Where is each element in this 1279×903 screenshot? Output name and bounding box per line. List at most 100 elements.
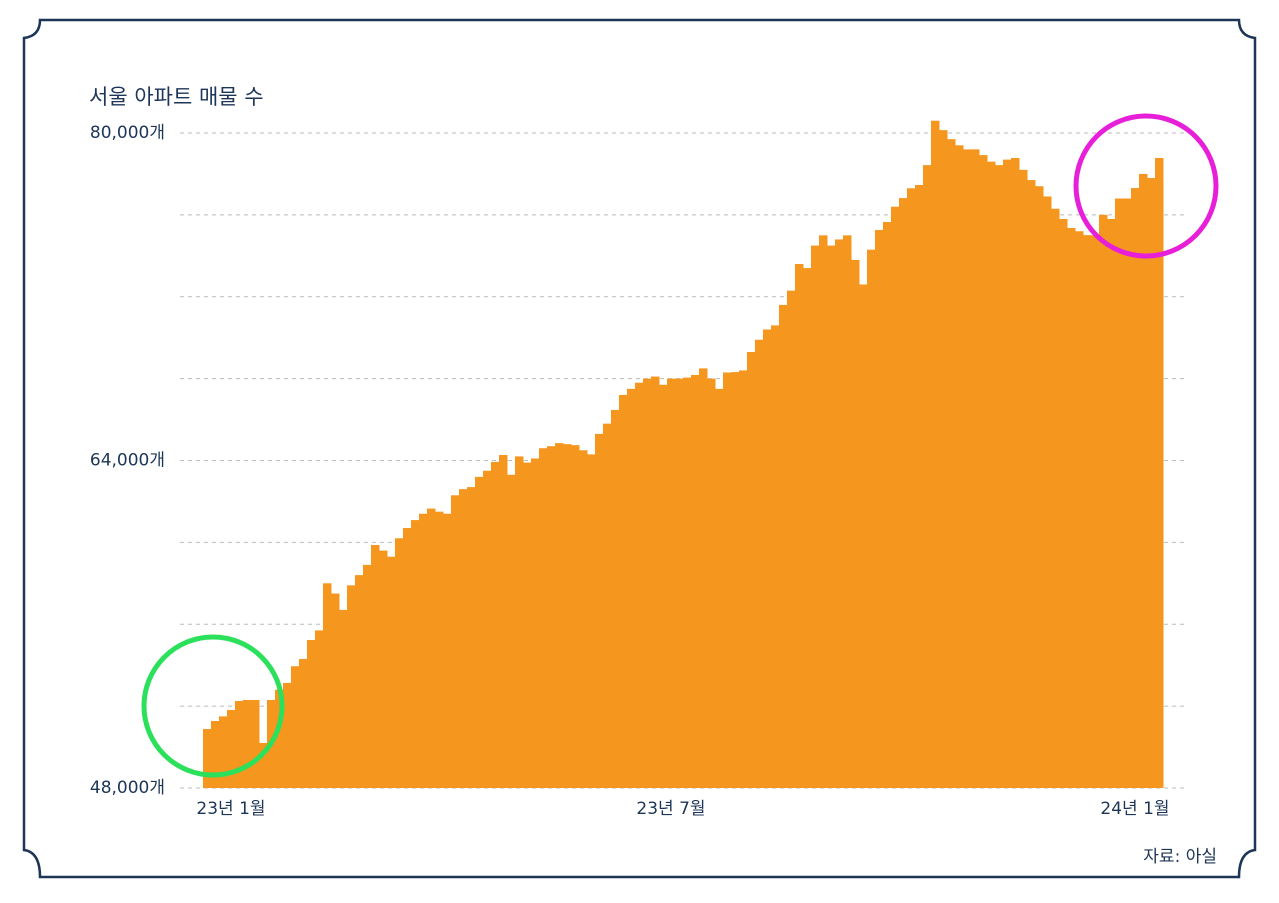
bar [1147, 178, 1156, 788]
bar [827, 245, 836, 788]
bar [451, 495, 460, 788]
bar [707, 378, 716, 788]
bar [1139, 173, 1148, 788]
bar [371, 545, 380, 788]
bar [363, 564, 372, 788]
bar [691, 374, 700, 788]
bar [979, 155, 988, 788]
highlight-circle [1073, 113, 1219, 259]
bar [227, 710, 236, 788]
bar [219, 716, 228, 788]
y-tick-label: 48,000개 [90, 778, 165, 798]
bar [411, 520, 420, 788]
bar [1099, 214, 1108, 788]
bar [355, 575, 364, 788]
bar [475, 476, 484, 788]
bar [731, 372, 740, 788]
bar [571, 445, 580, 788]
chart-title: 서울 아파트 매물 수 [89, 85, 264, 109]
bar [1155, 157, 1164, 789]
bar [699, 368, 708, 788]
bar [723, 372, 732, 788]
bar [259, 742, 268, 788]
bar [203, 729, 212, 788]
bar [883, 222, 892, 788]
bar [1011, 157, 1020, 789]
bar [243, 699, 252, 788]
highlight-circle [141, 634, 285, 778]
bar [547, 446, 556, 788]
bar [403, 528, 412, 788]
bar [1027, 180, 1036, 788]
bar [915, 184, 924, 789]
bar [795, 264, 804, 788]
bar [715, 388, 724, 788]
bar [603, 423, 612, 788]
bar [1115, 198, 1124, 788]
bar [283, 682, 292, 788]
bar [291, 666, 300, 788]
bar [635, 382, 644, 788]
bar [347, 585, 356, 788]
bar [939, 130, 948, 788]
bar [483, 470, 492, 788]
bar [299, 659, 308, 788]
bar [1083, 235, 1092, 789]
bar [643, 378, 652, 788]
bar [867, 249, 876, 788]
bar [987, 161, 996, 788]
bar [755, 339, 764, 788]
bar [459, 489, 468, 788]
bar [899, 198, 908, 788]
bar [1019, 169, 1028, 788]
bar [251, 699, 260, 788]
y-tick-label: 80,000개 [90, 123, 165, 143]
bar [891, 206, 900, 788]
bar [499, 454, 508, 788]
bar [875, 230, 884, 789]
bar [779, 304, 788, 788]
x-tick-label: 24년 1월 [1100, 799, 1169, 819]
bar [555, 443, 564, 788]
bar [739, 370, 748, 788]
bar [275, 689, 284, 788]
bar [1059, 218, 1068, 788]
x-tick-label: 23년 1월 [196, 799, 265, 819]
bar [235, 701, 244, 788]
bar [395, 538, 404, 788]
bar [1051, 208, 1060, 788]
card-border [22, 18, 1257, 879]
bar [1075, 231, 1084, 788]
bar [931, 120, 940, 788]
bar [659, 384, 668, 788]
bar [1035, 186, 1044, 788]
bar [307, 640, 316, 788]
bar [419, 513, 428, 788]
bar [379, 550, 388, 788]
bar [331, 593, 340, 788]
bar [1107, 218, 1116, 788]
bar [467, 487, 476, 788]
bar [787, 290, 796, 788]
bar [771, 325, 780, 788]
bar [995, 165, 1004, 789]
bar [563, 444, 572, 788]
bar [667, 378, 676, 788]
bar [539, 448, 548, 788]
bar [859, 284, 868, 788]
bar [675, 378, 684, 788]
bar [531, 458, 540, 788]
bar [315, 630, 324, 788]
bar [843, 235, 852, 788]
bar [211, 721, 220, 788]
x-tick-label: 23년 7월 [636, 799, 705, 819]
bar [595, 433, 604, 788]
bar [851, 259, 860, 788]
bar [835, 239, 844, 788]
bar [627, 388, 636, 788]
bar [1043, 196, 1052, 788]
bar [435, 511, 444, 788]
bar [1123, 198, 1132, 788]
